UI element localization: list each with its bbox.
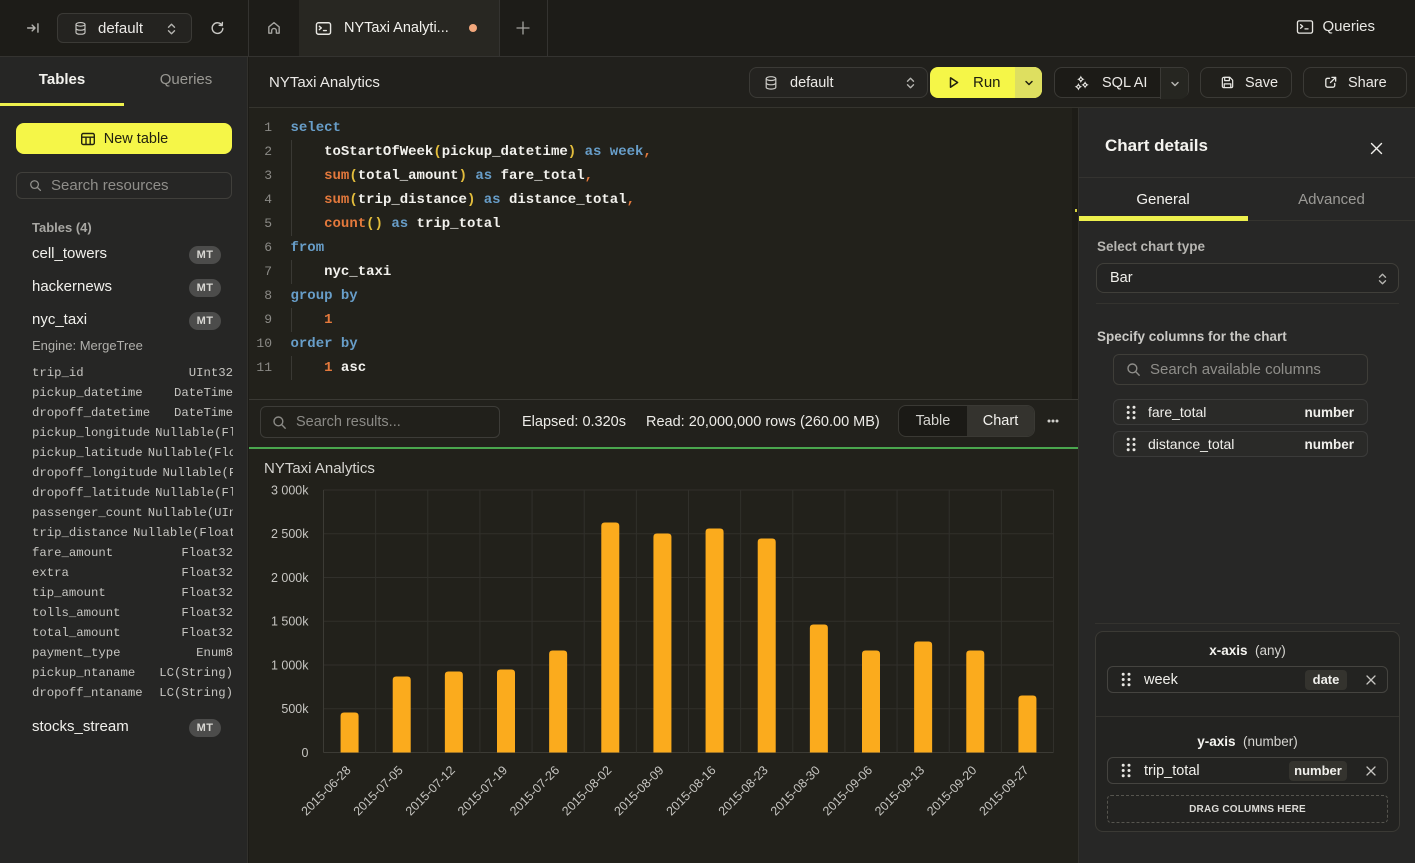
svg-text:2015-09-20: 2015-09-20 — [924, 763, 979, 818]
svg-text:500k: 500k — [281, 702, 309, 716]
svg-text:2015-08-23: 2015-08-23 — [716, 763, 771, 818]
svg-text:2015-06-28: 2015-06-28 — [299, 763, 354, 818]
svg-text:2 500k: 2 500k — [271, 527, 309, 541]
svg-text:3 000k: 3 000k — [271, 483, 309, 497]
svg-text:2 000k: 2 000k — [271, 571, 309, 585]
svg-text:2015-07-05: 2015-07-05 — [351, 763, 406, 818]
svg-text:2015-09-13: 2015-09-13 — [872, 763, 927, 818]
svg-text:2015-07-19: 2015-07-19 — [455, 763, 510, 818]
svg-text:2015-07-26: 2015-07-26 — [507, 763, 562, 818]
svg-text:1 000k: 1 000k — [271, 658, 309, 672]
svg-text:2015-08-09: 2015-08-09 — [611, 763, 666, 818]
svg-text:0: 0 — [302, 746, 309, 760]
svg-text:2015-08-30: 2015-08-30 — [768, 763, 823, 818]
svg-text:2015-08-02: 2015-08-02 — [559, 763, 614, 818]
svg-text:1 500k: 1 500k — [271, 615, 309, 629]
svg-text:2015-09-06: 2015-09-06 — [820, 763, 875, 818]
svg-text:2015-09-27: 2015-09-27 — [976, 763, 1031, 818]
svg-text:2015-07-12: 2015-07-12 — [403, 763, 458, 818]
svg-text:2015-08-16: 2015-08-16 — [664, 763, 719, 818]
